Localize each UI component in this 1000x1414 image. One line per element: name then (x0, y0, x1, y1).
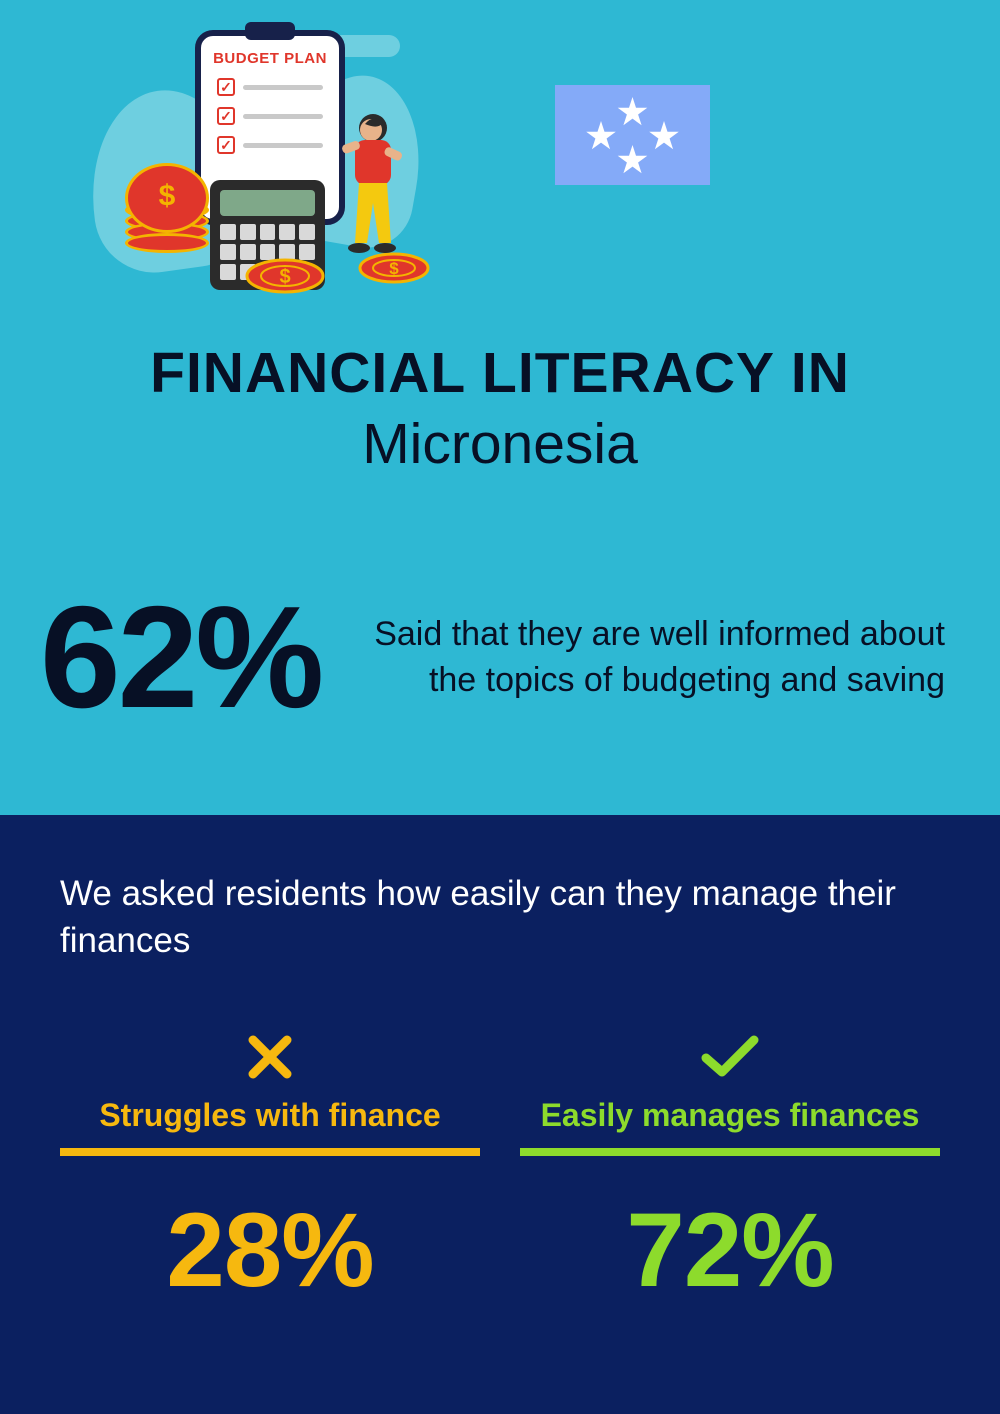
survey-question: We asked residents how easily can they m… (60, 870, 940, 965)
main-stat: 62% Said that they are well informed abo… (40, 585, 945, 730)
svg-text:$: $ (279, 266, 290, 288)
micronesia-flag-icon (555, 85, 710, 185)
top-section: BUDGET PLAN $ $ $ (0, 0, 1000, 815)
struggles-column: Struggles with finance 28% (60, 1030, 480, 1311)
manages-column: Easily manages finances 72% (520, 1030, 940, 1311)
struggles-label: Struggles with finance (60, 1097, 480, 1134)
struggles-percent: 28% (60, 1191, 480, 1311)
budget-plan-label: BUDGET PLAN (201, 50, 339, 67)
bottom-section: We asked residents how easily can they m… (0, 815, 1000, 1414)
main-stat-description: Said that they are well informed about t… (361, 612, 945, 704)
budget-illustration: BUDGET PLAN $ $ $ (90, 20, 430, 300)
manages-percent: 72% (520, 1191, 940, 1311)
divider (60, 1148, 480, 1156)
check-icon (520, 1030, 940, 1085)
page-title: FINANCIAL LITERACY IN Micronesia (0, 340, 1000, 477)
coin-stack-icon: $ (125, 200, 209, 274)
main-stat-percent: 62% (40, 585, 321, 730)
manages-label: Easily manages finances (520, 1097, 940, 1134)
divider (520, 1148, 940, 1156)
person-icon (335, 110, 410, 285)
comparison-columns: Struggles with finance 28% Easily manage… (60, 1030, 940, 1311)
cross-icon (60, 1030, 480, 1085)
coin-icon: $ (245, 258, 325, 294)
title-line2: Micronesia (0, 411, 1000, 477)
title-line1: FINANCIAL LITERACY IN (0, 340, 1000, 406)
